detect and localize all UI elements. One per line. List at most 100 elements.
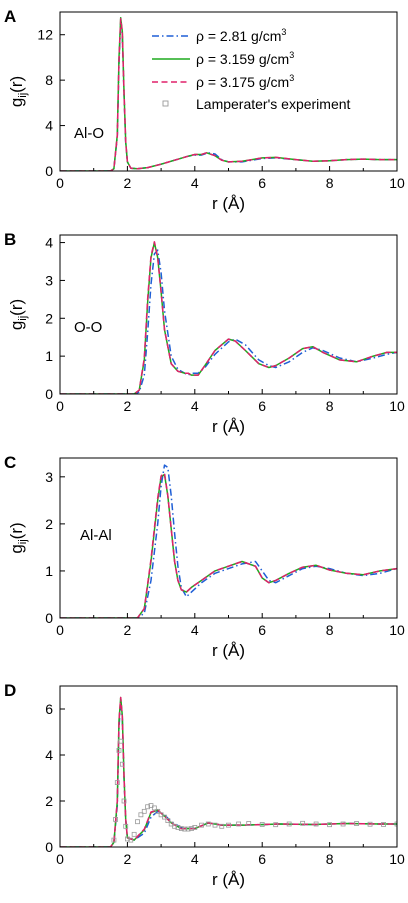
y-tick-label: 2 xyxy=(45,310,53,326)
experiment-point xyxy=(226,822,231,828)
pair-annotation: Al-Al xyxy=(80,527,112,544)
y-tick-label: 3 xyxy=(45,469,53,485)
experiment-point xyxy=(367,821,373,827)
series-31593-line xyxy=(60,241,397,394)
x-tick-label: 2 xyxy=(124,851,132,867)
experiment-point xyxy=(128,837,134,843)
experiment-point xyxy=(300,820,306,826)
series-2813-line xyxy=(60,249,397,394)
legend-marker xyxy=(162,100,169,107)
legend-label: Lamperater's experiment xyxy=(196,96,351,112)
x-tick-label: 8 xyxy=(326,398,334,414)
panel-b: 0 2 4 6 8 10 0 1 2 3 4 r (Å) gij(r) B O-O xyxy=(4,230,405,436)
pair-annotation: Al-O xyxy=(74,125,104,142)
experiment-point xyxy=(123,823,129,829)
experiment-point xyxy=(151,805,157,811)
experiment-point xyxy=(340,821,346,827)
experiment-point xyxy=(141,808,147,814)
experiment-point xyxy=(192,825,198,830)
x-tick-label: 4 xyxy=(191,622,199,638)
x-tick-label: 10 xyxy=(389,175,405,191)
x-tick-label: 8 xyxy=(326,622,334,638)
experiment-point xyxy=(185,826,191,832)
x-tick-label: 6 xyxy=(258,622,266,638)
experiment-point xyxy=(354,821,359,826)
experiment-point xyxy=(236,821,242,827)
y-tick-label: 8 xyxy=(45,72,53,88)
x-tick-label: 10 xyxy=(389,851,405,867)
experiment-point xyxy=(121,798,127,804)
series-31753-line xyxy=(60,696,397,847)
experiment-point xyxy=(175,825,181,830)
series-31753-line xyxy=(60,241,397,394)
experiment-point xyxy=(178,826,184,831)
experiment-point xyxy=(165,818,171,823)
experiment-point xyxy=(381,822,386,827)
y-tick-label: 6 xyxy=(45,701,53,717)
x-tick-label: 10 xyxy=(389,622,405,638)
experiment-point xyxy=(131,831,137,837)
y-tick-label: 12 xyxy=(37,27,53,43)
experiment-point xyxy=(182,826,188,832)
x-tick-label: 6 xyxy=(258,398,266,414)
y-tick-label: 0 xyxy=(45,386,53,402)
x-tick-label: 4 xyxy=(191,175,199,191)
x-axis-label: r (Å) xyxy=(212,641,245,660)
y-tick-label: 0 xyxy=(45,610,53,626)
experiment-point xyxy=(116,748,122,753)
y-tick-label: 4 xyxy=(45,235,53,251)
x-tick-label: 0 xyxy=(56,851,64,867)
experiment-point xyxy=(246,821,252,826)
series-31593-line xyxy=(60,473,397,618)
panel-letter: D xyxy=(4,681,16,700)
experiment-point xyxy=(199,822,204,828)
experiment-point xyxy=(119,761,125,767)
experiment-point xyxy=(111,837,117,843)
experiment-point xyxy=(219,823,225,829)
panel-letter: C xyxy=(4,453,16,472)
x-tick-label: 2 xyxy=(124,175,132,191)
x-tick-label: 10 xyxy=(389,398,405,414)
y-tick-label: 2 xyxy=(45,516,53,532)
panel-a: 0 2 4 6 8 10 0 4 8 12 r (Å) gij(r) A Al-O xyxy=(4,7,405,213)
series-31753-line xyxy=(60,472,397,618)
x-tick-label: 8 xyxy=(326,851,334,867)
y-tick-label: 4 xyxy=(45,118,53,134)
experiment-point xyxy=(138,812,144,818)
legend-label: ρ = 3.159 g/cm3 xyxy=(196,50,294,67)
experiment-point xyxy=(327,822,333,828)
x-axis-label: r (Å) xyxy=(212,870,245,889)
experiment-point xyxy=(205,821,211,827)
y-axis-label: gij(r) xyxy=(7,299,29,330)
legend: ρ = 2.81 g/cm3 ρ = 3.159 g/cm3 ρ = 3.175 g… xyxy=(152,27,351,112)
experiment-point xyxy=(259,822,265,827)
y-tick-label: 0 xyxy=(45,839,53,855)
experiment-point xyxy=(172,823,177,829)
panel-letter: A xyxy=(4,7,16,26)
experiment-point xyxy=(286,821,292,827)
x-tick-label: 6 xyxy=(258,851,266,867)
plot-frame xyxy=(59,234,398,395)
y-tick-label: 4 xyxy=(45,747,53,763)
panel-letter: B xyxy=(4,230,16,249)
experiment-point xyxy=(113,817,119,822)
x-tick-label: 0 xyxy=(56,398,64,414)
y-axis-label: gij(r) xyxy=(7,522,29,553)
x-tick-label: 4 xyxy=(191,398,199,414)
experiment-point xyxy=(212,822,218,828)
x-axis-label: r (Å) xyxy=(212,194,245,213)
x-tick-label: 6 xyxy=(258,175,266,191)
experiment-point xyxy=(125,836,130,842)
y-tick-label: 2 xyxy=(45,793,53,809)
experiment-point xyxy=(313,821,319,827)
x-tick-label: 2 xyxy=(124,622,132,638)
x-axis-label: r (Å) xyxy=(212,417,245,436)
experiment-point xyxy=(189,826,194,831)
panel-c: 0 2 4 6 8 10 0 1 2 3 r (Å) gij(r) C Al-Al xyxy=(4,453,405,660)
panel-d: 0 2 4 6 8 10 0 2 4 6 r (Å) D xyxy=(4,681,405,889)
x-tick-label: 0 xyxy=(56,175,64,191)
y-axis-label: gij(r) xyxy=(7,76,29,107)
pair-annotation: O-O xyxy=(74,319,102,336)
experiment-point xyxy=(273,822,279,828)
experiment-point xyxy=(145,804,151,810)
